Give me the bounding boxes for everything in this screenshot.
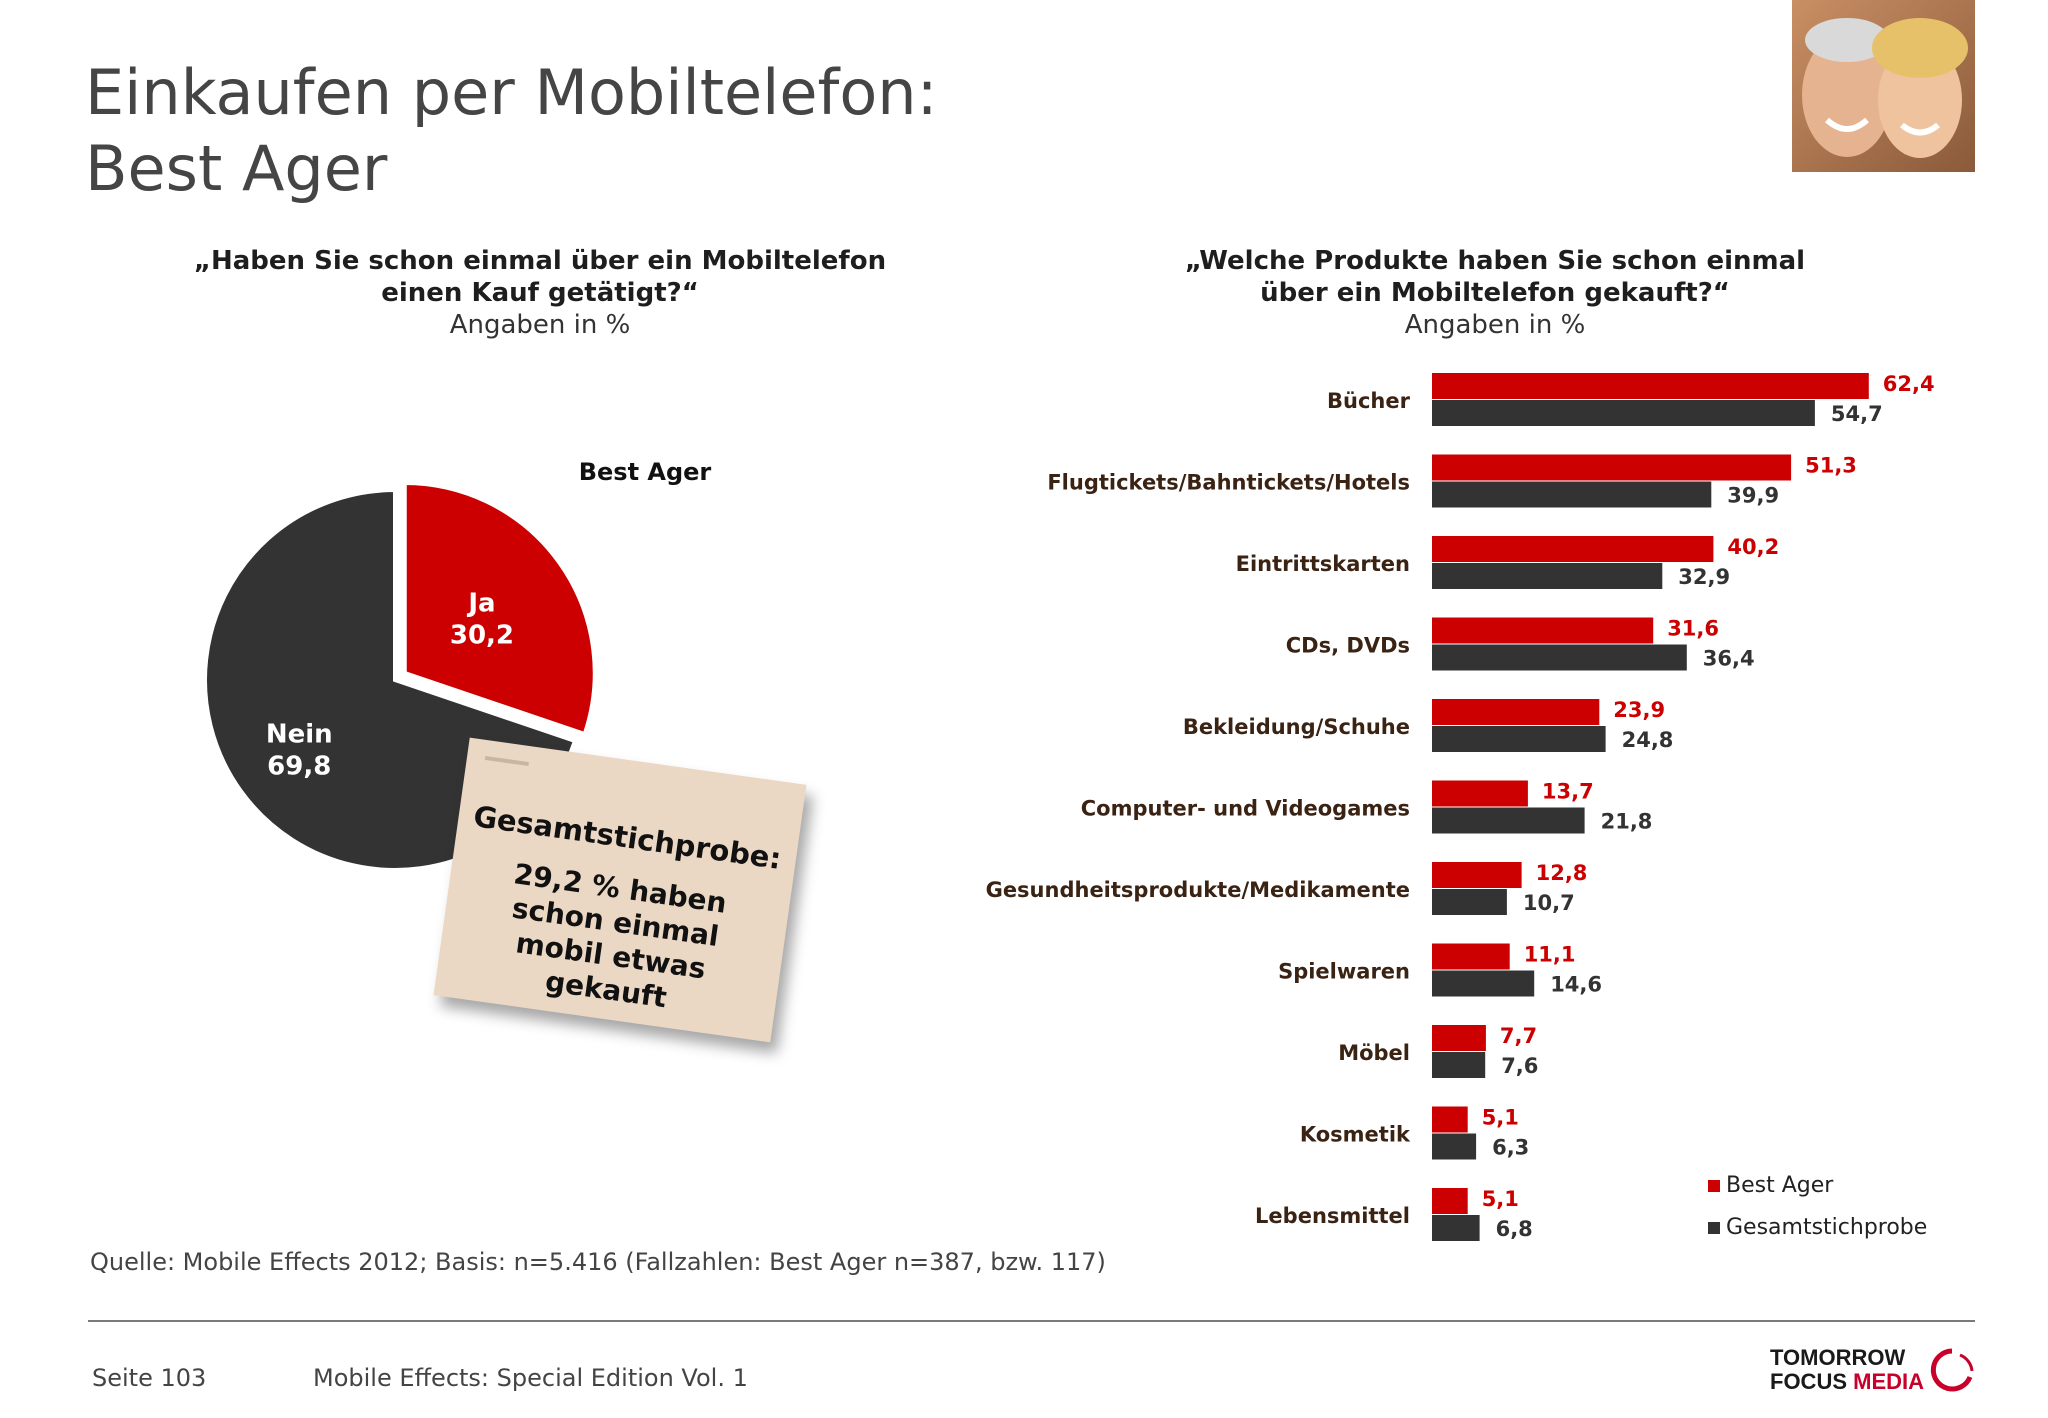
- page-title-line2: Best Ager: [85, 132, 388, 205]
- legend-label: Gesamtstichprobe: [1726, 1215, 1927, 1240]
- bar-label-best-ager: 31,6: [1667, 617, 1719, 641]
- bar-question: „Welche Produkte haben Sie schon einmal …: [1090, 245, 1900, 341]
- logo-text-media: MEDIA: [1853, 1369, 1925, 1394]
- tomorrow-focus-media-logo: TOMORROW FOCUS MEDIA: [1770, 1343, 1980, 1397]
- page-title-line1: Einkaufen per Mobiltelefon:: [85, 56, 938, 129]
- source-note: Quelle: Mobile Effects 2012; Basis: n=5.…: [90, 1248, 1106, 1276]
- category-label: Lebensmittel: [1255, 1204, 1410, 1228]
- bar-label-gesamtstichprobe: 36,4: [1703, 647, 1755, 671]
- bar-unit: Angaben in %: [1404, 310, 1586, 340]
- bar-label-gesamtstichprobe: 7,6: [1501, 1054, 1538, 1078]
- logo-text-line2: FOCUS MEDIA: [1770, 1371, 1924, 1393]
- bar-gesamtstichprobe: [1432, 889, 1507, 915]
- bar-label-gesamtstichprobe: 32,9: [1678, 565, 1730, 589]
- pie-slice-value-nein: 69,8: [267, 752, 331, 782]
- bar-gesamtstichprobe: [1432, 644, 1687, 671]
- bar-best-ager: [1432, 780, 1528, 807]
- bar-label-gesamtstichprobe: 6,8: [1496, 1217, 1533, 1241]
- bar-gesamtstichprobe: [1432, 1133, 1477, 1160]
- bar-label-best-ager: 13,7: [1542, 780, 1594, 804]
- bar-question-line1: „Welche Produkte haben Sie schon einmal: [1184, 246, 1806, 276]
- category-label: Flugtickets/Bahntickets/Hotels: [1047, 471, 1410, 495]
- bar-gesamtstichprobe: [1432, 807, 1585, 834]
- category-label: Möbel: [1338, 1041, 1410, 1065]
- pie-slice-ja: [402, 481, 597, 737]
- pie-question: „Haben Sie schon einmal über ein Mobilte…: [130, 245, 950, 341]
- bar-label-best-ager: 11,1: [1524, 943, 1576, 967]
- legend-label: Best Ager: [1726, 1173, 1834, 1198]
- category-label: Bekleidung/Schuhe: [1183, 715, 1410, 739]
- bar-best-ager: [1432, 1188, 1468, 1214]
- pie-slice-value-ja: 30,2: [450, 621, 514, 651]
- bar-label-gesamtstichprobe: 54,7: [1831, 402, 1883, 426]
- publication-title: Mobile Effects: Special Edition Vol. 1: [313, 1364, 748, 1392]
- bar-gesamtstichprobe: [1432, 970, 1535, 997]
- bar-best-ager: [1432, 943, 1510, 970]
- category-label: Kosmetik: [1300, 1123, 1411, 1147]
- bar-label-gesamtstichprobe: 21,8: [1601, 810, 1653, 834]
- bar-label-best-ager: 12,8: [1536, 861, 1588, 885]
- page-number: Seite 103: [92, 1364, 207, 1392]
- pie-slice-label-ja: Ja: [466, 589, 495, 619]
- bar-gesamtstichprobe: [1432, 481, 1712, 508]
- category-label: Gesundheitsprodukte/Medikamente: [986, 878, 1410, 902]
- logo-text-line1: TOMORROW: [1770, 1345, 1906, 1370]
- chart-legend: Best Ager Gesamtstichprobe: [1708, 1173, 1927, 1240]
- bar-best-ager: [1432, 373, 1869, 399]
- bar-label-gesamtstichprobe: 14,6: [1550, 973, 1602, 997]
- bar-best-ager: [1432, 617, 1654, 644]
- bar-gesamtstichprobe: [1432, 1052, 1486, 1078]
- pie-question-line2: einen Kauf getätigt?“: [381, 278, 699, 308]
- bar-label-best-ager: 51,3: [1805, 454, 1857, 478]
- bar-best-ager: [1432, 1106, 1468, 1133]
- bar-gesamtstichprobe: [1432, 400, 1815, 426]
- bar-label-best-ager: 62,4: [1883, 372, 1935, 396]
- bar-label-best-ager: 7,7: [1500, 1024, 1537, 1048]
- bar-label-best-ager: 5,1: [1482, 1106, 1519, 1130]
- bar-gesamtstichprobe: [1432, 1215, 1480, 1241]
- pie-unit: Angaben in %: [449, 310, 631, 340]
- category-label: Bücher: [1327, 389, 1411, 413]
- bar-question-line2: über ein Mobiltelefon gekauft?“: [1260, 278, 1730, 308]
- bar-gesamtstichprobe: [1432, 726, 1606, 752]
- category-label: Eintrittskarten: [1236, 552, 1410, 576]
- legend-swatch: [1708, 1180, 1720, 1192]
- bar-best-ager: [1432, 862, 1522, 888]
- page-title: Einkaufen per Mobiltelefon: Best Ager: [85, 55, 937, 207]
- category-label: Computer- und Videogames: [1081, 797, 1410, 821]
- pie-slice-label-nein: Nein: [266, 720, 333, 750]
- bar-label-gesamtstichprobe: 39,9: [1727, 484, 1779, 508]
- pie-title: Best Ager: [579, 458, 712, 486]
- footer-divider: [88, 1320, 1975, 1322]
- bar-best-ager: [1432, 454, 1792, 481]
- bar-best-ager: [1432, 699, 1600, 725]
- bar-best-ager: [1432, 1025, 1486, 1051]
- bar-label-best-ager: 40,2: [1727, 535, 1779, 559]
- bar-label-gesamtstichprobe: 24,8: [1622, 728, 1674, 752]
- category-label: CDs, DVDs: [1286, 634, 1410, 658]
- legend-swatch: [1708, 1222, 1720, 1234]
- bar-label-gesamtstichprobe: 10,7: [1523, 891, 1575, 915]
- bar-label-best-ager: 23,9: [1613, 698, 1665, 722]
- bar-label-gesamtstichprobe: 6,3: [1492, 1136, 1529, 1160]
- bar-gesamtstichprobe: [1432, 563, 1663, 589]
- logo-ring-icon: [1930, 1348, 1974, 1392]
- category-label: Spielwaren: [1278, 960, 1410, 984]
- couple-photo: [1792, 0, 1975, 172]
- bar-best-ager: [1432, 536, 1714, 562]
- logo-text-focus: FOCUS: [1770, 1369, 1847, 1394]
- pie-question-line1: „Haben Sie schon einmal über ein Mobilte…: [193, 246, 887, 276]
- bar-label-best-ager: 5,1: [1482, 1187, 1519, 1211]
